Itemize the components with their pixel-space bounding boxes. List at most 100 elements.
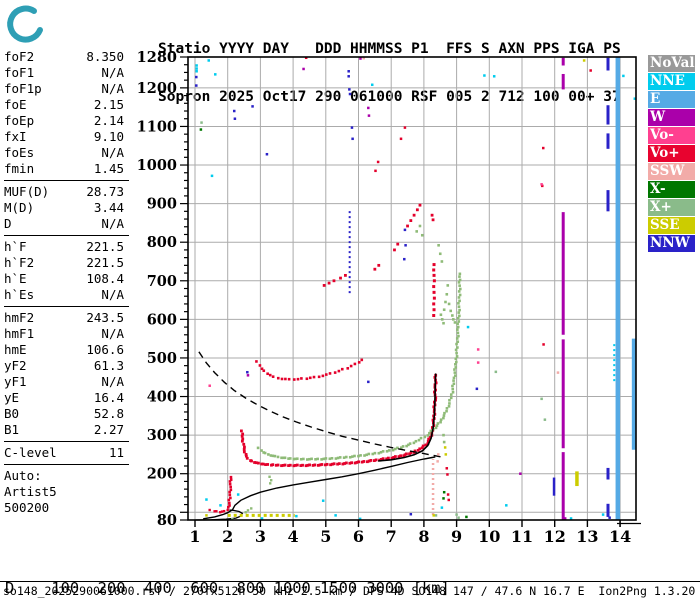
param-row: foF2 8.350	[4, 49, 132, 65]
legend-item-sse: SSE	[648, 217, 695, 234]
param-row: h`Es N/A	[4, 287, 132, 303]
param-label: hmF2	[4, 310, 35, 325]
param-label: foF1p	[4, 81, 42, 96]
param-row: M(D) 3.44	[4, 200, 132, 216]
legend-item-w: W	[648, 109, 695, 126]
svg-text:10: 10	[478, 527, 500, 546]
param-value: 1.45	[93, 161, 124, 176]
rfi-lines	[348, 57, 636, 520]
logo-crescent-icon	[7, 5, 43, 43]
param-value: N/A	[101, 81, 124, 96]
param-row: yF2 61.3	[4, 358, 132, 374]
param-row: fxI 9.10	[4, 129, 132, 145]
param-value: 221.5	[86, 239, 124, 254]
panel-text-row: Auto:	[4, 468, 42, 483]
svg-text:600: 600	[147, 311, 177, 328]
digisonde-logo	[7, 5, 43, 43]
panel-text-row: 500200	[4, 500, 50, 515]
param-value: N/A	[101, 65, 124, 80]
param-label: fxI	[4, 129, 27, 144]
panel-divider	[4, 441, 129, 442]
param-label: foE	[4, 97, 27, 112]
param-row: foE 2.15	[4, 97, 132, 113]
parameter-panel: foF2 8.350 foF1 N/A foF1p N/A foE 2.15 foEp 2.14 f…	[4, 49, 132, 516]
legend-item-x: X-	[648, 181, 695, 198]
param-value: N/A	[101, 287, 124, 302]
param-value: 28.73	[86, 184, 124, 199]
param-value: 243.5	[86, 310, 124, 325]
header-field-names: Statio YYYY DAY DDD HHMMSS P1 FFS S AXN …	[158, 41, 621, 57]
direction-legend: NoVal NNE E W Vo- Vo+ SSW X- X+ SSE NNW	[648, 55, 695, 253]
param-label: h`E	[4, 271, 27, 286]
footer-divider	[0, 581, 700, 582]
param-row: fmin 1.45	[4, 161, 132, 177]
param-label: foF2	[4, 49, 35, 64]
param-value: 52.8	[93, 406, 124, 421]
legend-item-vo: Vo-	[648, 127, 695, 144]
svg-text:3: 3	[255, 527, 266, 546]
param-value: 8.350	[86, 49, 124, 64]
footer-filename: so148_2025290061000.rsf / 270fx512h 50 k…	[3, 584, 696, 598]
legend-item-nne: NNE	[648, 73, 695, 90]
svg-text:13: 13	[576, 527, 598, 546]
series-profile-true-height	[203, 456, 436, 520]
param-row: hmF1 N/A	[4, 326, 132, 342]
param-label: foF1	[4, 65, 35, 80]
param-label: foEp	[4, 113, 35, 128]
muf-table-distance-row: D 100 200 400 600 800 1000 1500 3000 [km…	[5, 579, 450, 597]
param-value: 2.15	[93, 97, 124, 112]
svg-text:9: 9	[451, 527, 462, 546]
svg-text:1: 1	[189, 527, 200, 546]
param-label: M(D)	[4, 200, 35, 215]
param-value: 3.44	[93, 200, 124, 215]
param-value: N/A	[101, 145, 124, 160]
svg-text:500: 500	[147, 350, 177, 367]
series-fitted-o-trace	[378, 373, 437, 462]
param-label: fmin	[4, 161, 35, 176]
param-label: yF1	[4, 374, 27, 389]
param-row: foF1 N/A	[4, 65, 132, 81]
plot-axes: 1280120011001000900800700600500400300200…	[137, 49, 641, 546]
svg-text:5: 5	[320, 527, 331, 546]
param-row: foEs N/A	[4, 145, 132, 161]
legend-item-e: E	[648, 91, 695, 108]
svg-text:800: 800	[147, 234, 177, 251]
svg-text:1100: 1100	[137, 118, 177, 135]
param-row: hmF2 243.5	[4, 310, 132, 326]
panel-divider	[4, 464, 129, 465]
svg-text:1280: 1280	[137, 49, 177, 66]
param-row: h`E 108.4	[4, 271, 132, 287]
header-block: Statio YYYY DAY DDD HHMMSS P1 FFS S AXN …	[158, 9, 621, 137]
svg-text:900: 900	[147, 196, 177, 213]
series-e-trace-o	[208, 508, 229, 514]
param-row: MUF(D) 28.73	[4, 184, 132, 200]
param-value: 61.3	[93, 358, 124, 373]
param-label: hmE	[4, 342, 27, 357]
param-value: 9.10	[93, 129, 124, 144]
legend-item-vo: Vo+	[648, 145, 695, 162]
noise-dots	[195, 56, 637, 521]
param-label: yE	[4, 390, 20, 405]
legend-item-ssw: SSW	[648, 163, 695, 180]
param-value: N/A	[101, 326, 124, 341]
param-row: B0 52.8	[4, 406, 132, 422]
series-f-arc-o-high	[322, 203, 435, 287]
param-value: 108.4	[86, 271, 124, 286]
param-row: h`F2 221.5	[4, 255, 132, 271]
param-value: N/A	[101, 374, 124, 389]
svg-text:300: 300	[147, 427, 177, 444]
param-row: B1 2.27	[4, 422, 132, 438]
param-label: h`F	[4, 239, 27, 254]
series-muf-transmission-curve	[198, 351, 443, 458]
series-f-trace-x-1hop	[256, 272, 462, 461]
param-value: 11	[108, 445, 124, 460]
trace-series	[195, 203, 462, 521]
series-f-trace-x-2hop	[415, 224, 457, 444]
param-row: foEp 2.14	[4, 113, 132, 129]
param-row: hmE 106.6	[4, 342, 132, 358]
svg-text:6: 6	[353, 527, 364, 546]
legend-item-noval: NoVal	[648, 55, 695, 72]
series-e-trace-x-bits	[244, 475, 273, 514]
